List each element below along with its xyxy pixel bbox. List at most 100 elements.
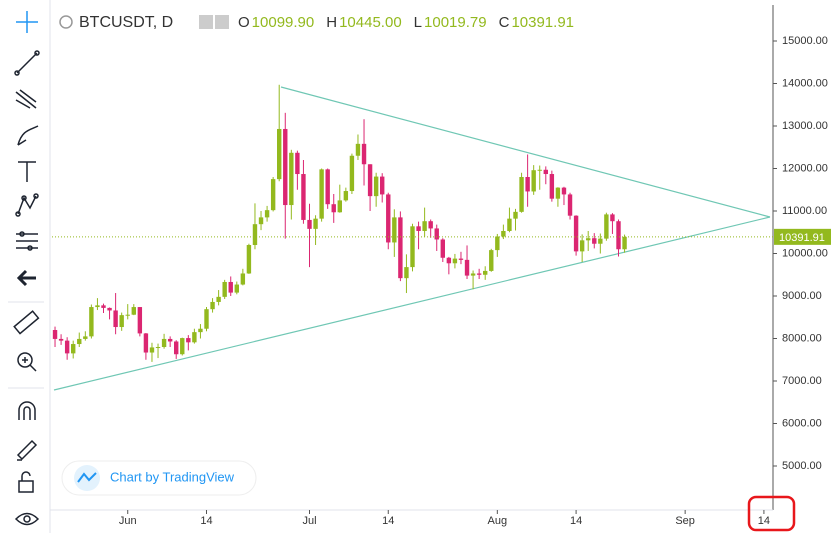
lock-draw-tool[interactable] bbox=[16, 439, 38, 461]
y-tick-label: 5000.00 bbox=[782, 460, 822, 472]
candle-body bbox=[476, 273, 482, 275]
y-tick-label: 11000.00 bbox=[782, 205, 827, 217]
candle-body bbox=[246, 245, 252, 274]
candle-body bbox=[216, 296, 221, 302]
back-tool[interactable] bbox=[16, 269, 36, 287]
lock-tool[interactable] bbox=[18, 471, 34, 493]
candle-body bbox=[343, 191, 349, 201]
candle-body bbox=[258, 217, 264, 225]
candle-body bbox=[143, 333, 149, 353]
candle-body bbox=[567, 194, 573, 216]
candle-body bbox=[501, 230, 506, 237]
candle-body bbox=[355, 143, 361, 156]
trend-line-upper[interactable] bbox=[280, 86, 771, 218]
candle-body bbox=[380, 176, 385, 195]
prediction-tool[interactable] bbox=[16, 231, 38, 251]
candle-body bbox=[604, 214, 609, 239]
candle-body bbox=[101, 305, 106, 308]
pitchfork-tool[interactable] bbox=[15, 89, 37, 109]
ohlc-value: 10391.91 bbox=[511, 14, 574, 31]
trend-line-lower[interactable] bbox=[53, 216, 771, 391]
y-tick-label: 15000.00 bbox=[782, 35, 828, 47]
candle-body bbox=[519, 177, 524, 212]
candle-body bbox=[270, 179, 276, 211]
candle-body bbox=[83, 336, 88, 339]
watermark-box bbox=[61, 460, 257, 496]
candle-body bbox=[167, 338, 173, 342]
text-tool[interactable] bbox=[18, 161, 36, 182]
candle-body bbox=[537, 169, 542, 171]
zoom-tool[interactable] bbox=[17, 352, 37, 372]
candle-body bbox=[410, 226, 415, 268]
candle-body bbox=[622, 236, 627, 250]
candle-body bbox=[513, 211, 518, 219]
visibility-tool[interactable] bbox=[14, 512, 40, 526]
trend-line-tool[interactable] bbox=[14, 50, 40, 76]
remove-button[interactable] bbox=[215, 15, 229, 29]
ohlc-value: 10019.79 bbox=[424, 14, 487, 31]
candle-body bbox=[95, 305, 100, 308]
candle-body bbox=[428, 221, 433, 229]
candle-body bbox=[434, 228, 439, 240]
x-tick-label: 14 bbox=[382, 515, 394, 527]
candle-body bbox=[283, 128, 288, 206]
watermark-logo-mark bbox=[77, 472, 97, 483]
candle-body bbox=[464, 259, 470, 276]
candle-body bbox=[301, 174, 306, 220]
candle-body bbox=[507, 218, 512, 231]
candle-body bbox=[198, 328, 203, 333]
candle-body bbox=[549, 174, 555, 199]
ohlc-key: C bbox=[499, 14, 510, 31]
candle-body bbox=[186, 338, 191, 343]
collapse-button[interactable] bbox=[59, 15, 73, 29]
candle-body bbox=[373, 176, 379, 197]
candle-body bbox=[489, 250, 494, 271]
candle-body bbox=[331, 204, 336, 213]
watermark[interactable]: Chart by TradingView bbox=[61, 460, 257, 496]
candle-body bbox=[107, 307, 112, 311]
candle-body bbox=[446, 257, 452, 264]
candle-body bbox=[277, 128, 282, 180]
candle-body bbox=[234, 284, 239, 293]
brush-tool[interactable] bbox=[17, 125, 39, 146]
candle-body bbox=[561, 187, 567, 195]
x-tick-label: 14 bbox=[570, 515, 582, 527]
highlight-box bbox=[747, 495, 796, 532]
legend-header: BTCUSDT, D O 10099.90 H 10445.00 L 10019.79 C 1… bbox=[59, 14, 574, 31]
y-tick-label: 7000.00 bbox=[782, 375, 822, 387]
candle-body bbox=[228, 281, 233, 293]
candle-body bbox=[598, 238, 603, 244]
candle-body bbox=[422, 221, 427, 231]
candle-body bbox=[119, 315, 124, 328]
candle-body bbox=[89, 307, 94, 337]
candle-body bbox=[264, 210, 270, 218]
candle-body bbox=[398, 217, 403, 279]
candle-body bbox=[579, 240, 585, 252]
y-tick-label: 6000.00 bbox=[782, 417, 822, 429]
y-tick-label: 12000.00 bbox=[782, 162, 828, 174]
ohlc-value: 10099.90 bbox=[252, 14, 315, 31]
candle-body bbox=[240, 273, 246, 285]
candle-body bbox=[416, 226, 421, 231]
crosshair-tool[interactable] bbox=[16, 11, 38, 33]
x-tick-label: Jun bbox=[119, 515, 137, 527]
candle-body bbox=[319, 169, 324, 219]
ruler-tool[interactable] bbox=[13, 310, 40, 335]
candle-body bbox=[483, 270, 488, 275]
y-tick-label: 9000.00 bbox=[782, 290, 822, 302]
candle-body bbox=[289, 152, 294, 206]
candle-body bbox=[307, 219, 312, 229]
magnet-tool[interactable] bbox=[18, 401, 36, 420]
toolbar bbox=[8, 0, 51, 533]
candle-body bbox=[77, 338, 82, 345]
candle-body bbox=[125, 314, 130, 316]
pattern-tool[interactable] bbox=[15, 193, 39, 217]
x-tick-label: 14 bbox=[200, 515, 212, 527]
candle-body bbox=[113, 310, 118, 328]
x-tick-label: 14 bbox=[758, 515, 770, 527]
settings-button[interactable] bbox=[199, 15, 213, 29]
candle-body bbox=[192, 332, 197, 343]
candle-body bbox=[64, 340, 70, 354]
